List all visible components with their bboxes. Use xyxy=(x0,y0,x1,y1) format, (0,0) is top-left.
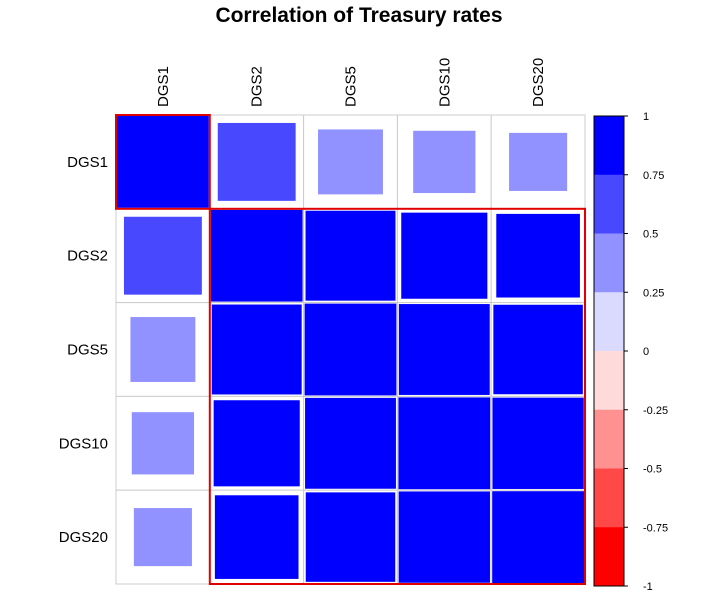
correlation-square-DGS2-DGS5 xyxy=(305,210,396,301)
correlation-square-DGS20-DGS10 xyxy=(398,491,490,583)
colorbar-segment-5 xyxy=(594,351,624,411)
correlation-square-DGS10-DGS2 xyxy=(213,400,300,487)
row-label-DGS20: DGS20 xyxy=(59,529,108,546)
correlation-square-DGS20-DGS2 xyxy=(214,495,299,579)
column-label-DGS2: DGS2 xyxy=(249,66,266,107)
column-label-DGS10: DGS10 xyxy=(436,58,453,107)
correlation-square-DGS5-DGS10 xyxy=(398,304,490,395)
colorbar-segment-8 xyxy=(594,527,624,587)
colorbar-segment-2 xyxy=(594,174,624,234)
column-label-DGS5: DGS5 xyxy=(343,66,360,107)
row-label-DGS10: DGS10 xyxy=(59,435,108,452)
row-label-DGS2: DGS2 xyxy=(67,248,108,265)
colorbar-tick-label: -0.5 xyxy=(643,464,662,476)
correlation-square-DGS1-DGS5 xyxy=(318,129,383,195)
cluster-rect-2 xyxy=(208,207,587,586)
column-label-DGS1: DGS1 xyxy=(155,66,172,107)
colorbar-segment-4 xyxy=(594,292,624,352)
color-legend: 1 0.75 0.5 0.25 0 -0.25 -0.5 -0.75 -1 xyxy=(593,111,668,593)
colorbar-tick-label: -1 xyxy=(643,581,653,593)
colorbar-tick-label: 1 xyxy=(643,111,649,123)
correlation-squares xyxy=(117,116,584,583)
colorbar-tick-label: -0.25 xyxy=(643,405,668,417)
row-labels: DGS1 DGS2 DGS5 DGS10 DGS20 xyxy=(59,154,108,546)
colorbar-tick-label: -0.75 xyxy=(643,522,668,534)
correlation-square-DGS1-DGS1 xyxy=(117,116,209,208)
correlation-square-DGS10-DGS10 xyxy=(398,397,491,490)
colorbar-tick-label: 0.5 xyxy=(643,229,658,241)
correlation-square-DGS2-DGS2 xyxy=(210,209,303,302)
colorbar-tick-label: 0 xyxy=(643,346,649,358)
column-labels: DGS1 DGS2 DGS5 DGS10 DGS20 xyxy=(155,58,547,107)
colorbar-segment-6 xyxy=(594,409,624,469)
correlation-square-DGS20-DGS20 xyxy=(492,491,584,583)
correlation-square-DGS5-DGS20 xyxy=(493,304,583,395)
correlation-square-DGS5-DGS1 xyxy=(130,317,196,382)
correlation-square-DGS5-DGS5 xyxy=(304,303,397,396)
colorbar-tick-label: 0.75 xyxy=(643,170,664,182)
cluster-rectangles xyxy=(115,114,587,586)
correlation-square-DGS10-DGS1 xyxy=(131,412,195,475)
colorbar-tick-label: 0.25 xyxy=(643,287,664,299)
correlation-square-DGS20-DGS5 xyxy=(305,492,396,582)
column-label-DGS20: DGS20 xyxy=(530,58,547,107)
row-label-DGS5: DGS5 xyxy=(67,342,108,359)
correlation-square-DGS5-DGS2 xyxy=(211,304,302,395)
correlation-square-DGS2-DGS20 xyxy=(496,213,580,298)
colorbar-segment-1 xyxy=(594,116,624,176)
correlation-square-DGS10-DGS5 xyxy=(305,397,396,489)
correlation-square-DGS1-DGS20 xyxy=(509,132,568,191)
colorbar-segment-3 xyxy=(594,233,624,293)
row-label-DGS1: DGS1 xyxy=(67,154,108,171)
chart-title: Correlation of Treasury rates xyxy=(215,4,502,27)
correlation-square-DGS10-DGS20 xyxy=(492,397,584,489)
correlation-square-DGS2-DGS1 xyxy=(123,216,202,295)
correlation-square-DGS1-DGS10 xyxy=(413,130,476,194)
correlation-square-DGS20-DGS1 xyxy=(133,508,192,567)
cluster-rect-1 xyxy=(115,114,211,210)
colorbar-segment-7 xyxy=(594,468,624,528)
correlation-square-DGS1-DGS2 xyxy=(217,122,296,201)
correlation-square-DGS2-DGS10 xyxy=(401,212,488,299)
